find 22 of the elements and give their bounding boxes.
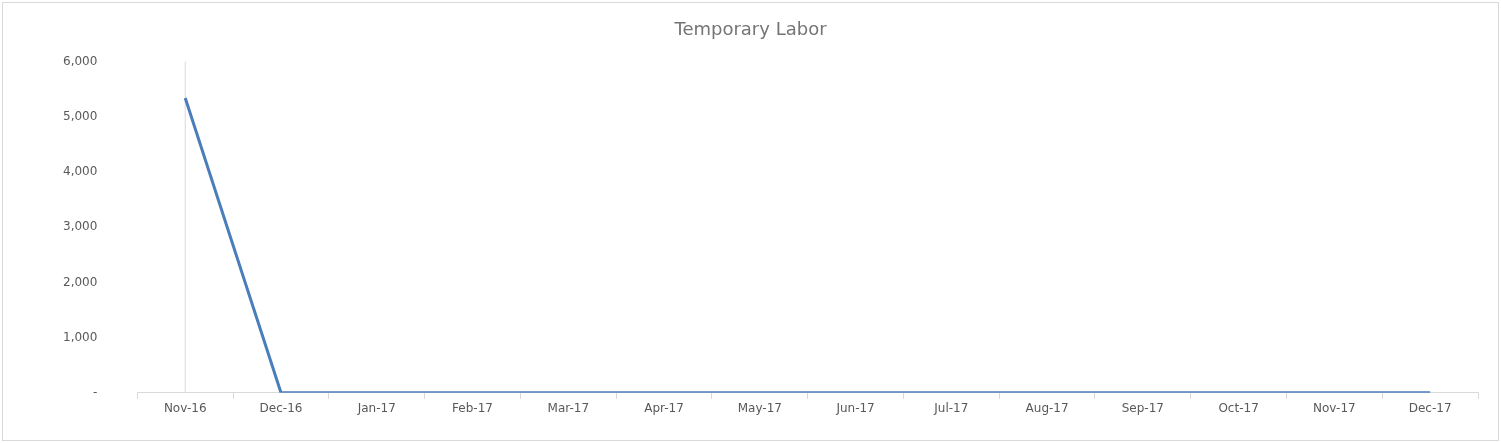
y-tick-label: 1,000 bbox=[62, 329, 98, 344]
x-tick-label: Mar-17 bbox=[547, 401, 590, 416]
y-tick-label: 2,000 bbox=[62, 274, 98, 289]
y-tick-label: 3,000 bbox=[62, 219, 98, 234]
y-tick-label: - bbox=[93, 384, 98, 399]
x-tick-label: May-17 bbox=[737, 401, 782, 416]
y-tick-label: 5,000 bbox=[62, 108, 98, 123]
x-tick-label: Sep-17 bbox=[1121, 401, 1164, 416]
x-tick-label: Dec-16 bbox=[259, 401, 303, 416]
x-tick-label: Nov-17 bbox=[1313, 401, 1356, 416]
y-tick-label: 4,000 bbox=[62, 164, 98, 179]
x-tick-label: Jul-17 bbox=[933, 401, 969, 416]
x-tick-label: Oct-17 bbox=[1218, 401, 1259, 416]
x-tick-label: Jun-17 bbox=[835, 401, 875, 416]
x-tick-label: Dec-17 bbox=[1408, 401, 1452, 416]
x-tick-label: Feb-17 bbox=[452, 401, 493, 416]
y-tick-label: 6,000 bbox=[62, 53, 98, 68]
x-tick-label: Apr-17 bbox=[644, 401, 684, 416]
x-tick-label: Aug-17 bbox=[1025, 401, 1069, 416]
x-tick-label: Jan-17 bbox=[356, 401, 396, 416]
chart-title: Temporary Labor bbox=[673, 18, 828, 40]
x-tick-label: Nov-16 bbox=[163, 401, 207, 416]
